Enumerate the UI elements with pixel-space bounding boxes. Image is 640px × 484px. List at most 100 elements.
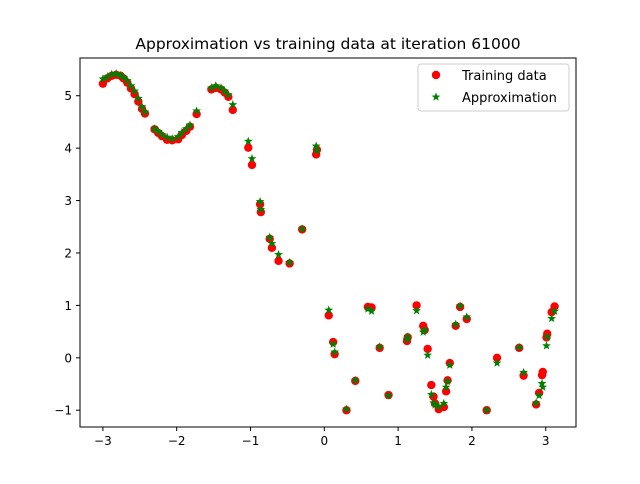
approximation-point	[223, 90, 233, 99]
approximation-point	[482, 405, 492, 414]
approximation-point	[111, 69, 121, 78]
approximation-point	[185, 120, 195, 129]
training-data-point	[550, 302, 559, 311]
approximation-point	[542, 332, 552, 341]
y-tick-label: 3	[64, 194, 72, 208]
approximation-point	[384, 390, 393, 400]
training-data-point	[519, 371, 528, 380]
approximation-point	[228, 100, 238, 109]
training-data-point	[324, 311, 333, 320]
approximation-point	[455, 301, 465, 310]
approximation-point	[451, 319, 461, 328]
x-tick-label: 0	[320, 434, 328, 448]
legend-marker-circle	[431, 70, 441, 80]
training-data-point	[130, 89, 139, 99]
approximation-point	[140, 107, 150, 116]
approximation-point	[130, 86, 139, 95]
approximation-point	[157, 129, 167, 139]
approximation-point	[297, 224, 307, 233]
approximation-point	[330, 347, 340, 356]
training-data-point	[244, 143, 253, 152]
approximation-point	[256, 204, 266, 214]
approximation-point	[177, 127, 187, 137]
approximation-point	[211, 81, 221, 90]
approximation-point	[181, 124, 191, 133]
approximation-point	[247, 154, 257, 163]
x-tick-label: 2	[468, 434, 476, 448]
approximation-point	[538, 382, 548, 391]
approximation-point	[265, 232, 275, 241]
axes-frame	[79, 57, 577, 428]
approximation-point	[439, 398, 449, 408]
approximation-point	[126, 81, 136, 90]
approximation-point	[220, 86, 230, 95]
chart-title: Approximation vs training data at iterat…	[135, 35, 520, 53]
approximation-point	[285, 257, 294, 267]
approximation-point	[119, 72, 128, 82]
training-data-point	[134, 97, 143, 106]
approximation-point	[207, 83, 216, 92]
approximation-point	[162, 132, 172, 141]
x-tick-label: −1	[242, 434, 260, 448]
approximation-point	[311, 141, 321, 150]
approximation-point	[420, 325, 430, 334]
approximation-point	[537, 378, 547, 388]
approximation-point	[216, 83, 226, 92]
approximation-point	[173, 132, 183, 141]
y-tick-label: −1	[54, 404, 72, 418]
approximation-point	[328, 339, 338, 348]
approximation-point	[312, 146, 322, 155]
approximation-point	[550, 306, 559, 315]
approximation-point	[367, 306, 376, 315]
approximation-point	[192, 106, 201, 115]
training-data-point	[412, 301, 421, 310]
approximation-point	[363, 304, 373, 313]
approximation-point	[350, 375, 360, 385]
approximation-point	[324, 305, 334, 314]
training-data-point	[427, 380, 436, 390]
legend-entry-training-data: Training data	[431, 69, 547, 84]
approximation-point	[412, 306, 421, 315]
approximation-point	[342, 404, 351, 413]
approximation-point	[429, 398, 438, 407]
approximation-point	[441, 382, 451, 391]
training-data-point	[538, 367, 547, 377]
training-data-point	[192, 109, 201, 119]
approximation-point	[434, 401, 444, 411]
plot-area	[98, 69, 559, 415]
approximation-point	[150, 124, 159, 133]
x-tick-label: −3	[94, 434, 112, 448]
approximation-point	[102, 72, 112, 81]
x-axis: −3 −2 −1 0 1 2 3	[94, 427, 550, 448]
approximation-point	[243, 136, 253, 146]
x-tick-label: 3	[542, 434, 550, 448]
approximation-point	[122, 75, 132, 85]
legend-entry-approximation: Approximation	[431, 91, 557, 106]
approximation-point	[133, 93, 143, 103]
approximation-point	[274, 249, 283, 259]
y-tick-label: 0	[64, 351, 72, 365]
training-data-point	[247, 160, 257, 170]
approximation-point	[98, 74, 108, 83]
approximation-point	[542, 341, 551, 350]
approximation-point	[443, 376, 452, 386]
approximation-point	[267, 238, 277, 248]
approximation-point	[430, 400, 440, 409]
approximation-point	[153, 126, 163, 136]
training-data-point	[228, 105, 237, 115]
training-data-point	[423, 344, 432, 354]
legend-box	[417, 63, 570, 112]
approximation-point	[107, 69, 117, 78]
approximation-point	[423, 350, 433, 359]
y-axis: −1 0 1 2 3 4 5	[54, 89, 80, 418]
training-data-point	[492, 353, 502, 363]
training-data-point	[255, 200, 265, 209]
approximation-point	[403, 332, 413, 341]
approximation-point	[167, 134, 177, 143]
legend: Training data Approximation	[417, 63, 570, 112]
training-data-point	[256, 207, 266, 217]
approximation-point	[426, 389, 436, 399]
legend-marker-star	[431, 92, 441, 101]
approximation-point	[547, 313, 557, 323]
